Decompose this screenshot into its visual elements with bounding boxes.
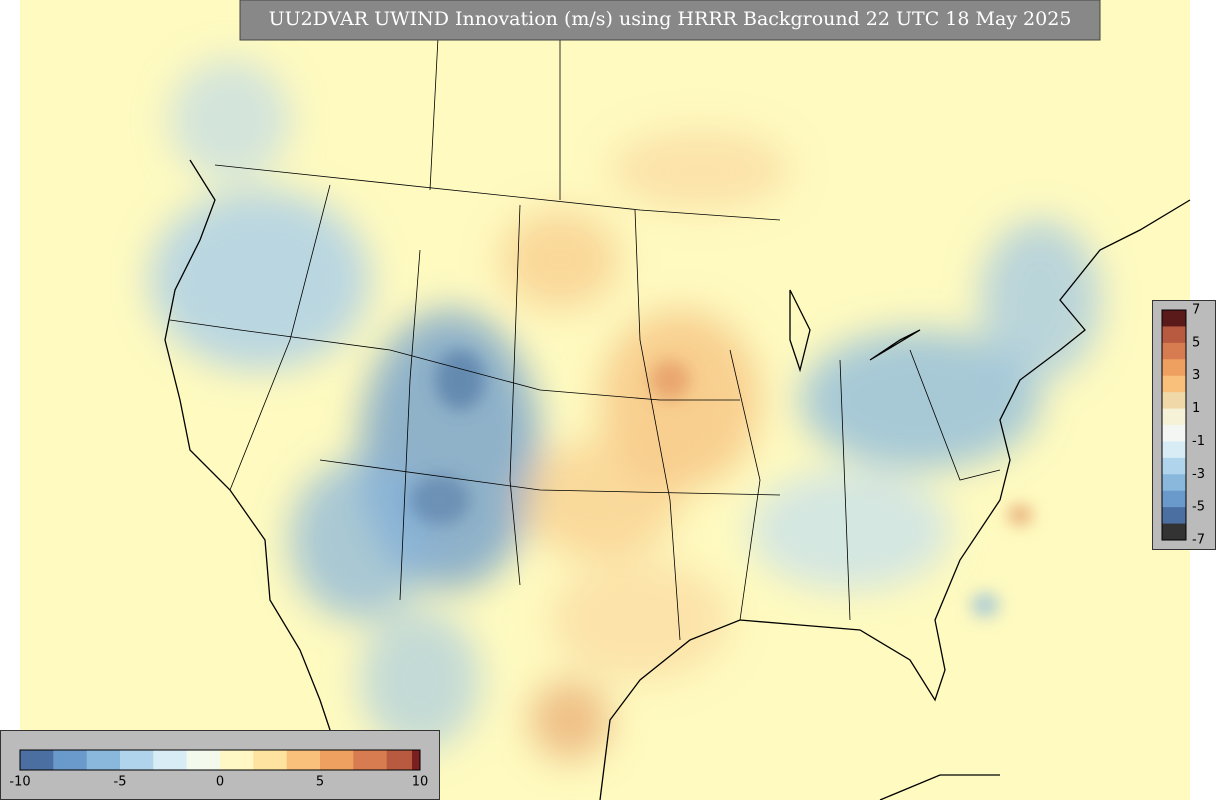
colorbar-label: -3 [1192,467,1205,482]
colorbar-segment [20,750,54,770]
title-box [239,0,1101,41]
colorbar-segment [1162,457,1186,475]
colorbar-segment [1162,326,1186,344]
colorbar-segment [320,750,354,770]
colorbar-segment [1162,507,1186,525]
colorbar-label: 0 [216,775,224,790]
colorbar-label: 5 [316,775,324,790]
colorbar-frame [19,749,421,771]
colorbar-label: -5 [114,775,127,790]
colorbar-segment [186,750,221,770]
colorbar-segment [1162,310,1186,327]
colorbar-frame [1161,309,1187,541]
innovation-field [150,60,1100,760]
colorbar-segment [1162,392,1186,410]
colorbar-label: 1 [1192,401,1200,416]
colorbar-segment [253,750,288,770]
colorbar-segment [1162,425,1186,442]
colorbar-segment [120,750,154,770]
colorbar-segment [1162,342,1186,360]
colorbar-end [412,750,420,770]
colorbar-label: 7 [1192,303,1200,318]
state-borders [169,0,1001,641]
colorbar-label: -5 [1192,500,1205,515]
map-title: UU2DVAR UWIND Innovation (m/s) using HRR… [269,8,1072,30]
colorbar-label: 3 [1192,368,1200,383]
colorbar-label: 5 [1192,335,1200,350]
colorbar-segment [86,750,121,770]
colorbar-label: -1 [1192,434,1205,449]
colorbar-segment [1162,375,1186,393]
colorbar-segment [53,750,88,770]
colorbar-segment [286,750,321,770]
colorbar-segment [1162,490,1186,508]
colorbar-label: -10 [9,775,30,790]
colorbar-segment [353,750,388,770]
colorbar-label: -7 [1192,533,1205,548]
colorbar-segment [1162,523,1186,541]
colorbar-segment [220,750,254,770]
colorbar-segment [1162,359,1186,377]
colorbar-right: 7 5 3 1 -1 -3 -5 -7 [1161,303,1205,548]
colorbar-segment [1162,441,1186,459]
coastlines [164,159,1191,800]
colorbar-bottom: -10 -5 0 5 10 [9,749,429,790]
colorbar-segment [1162,408,1186,426]
colorbar-segment [1162,474,1186,492]
colorbar-label: 10 [412,775,429,790]
colorbar-segment [153,750,188,770]
